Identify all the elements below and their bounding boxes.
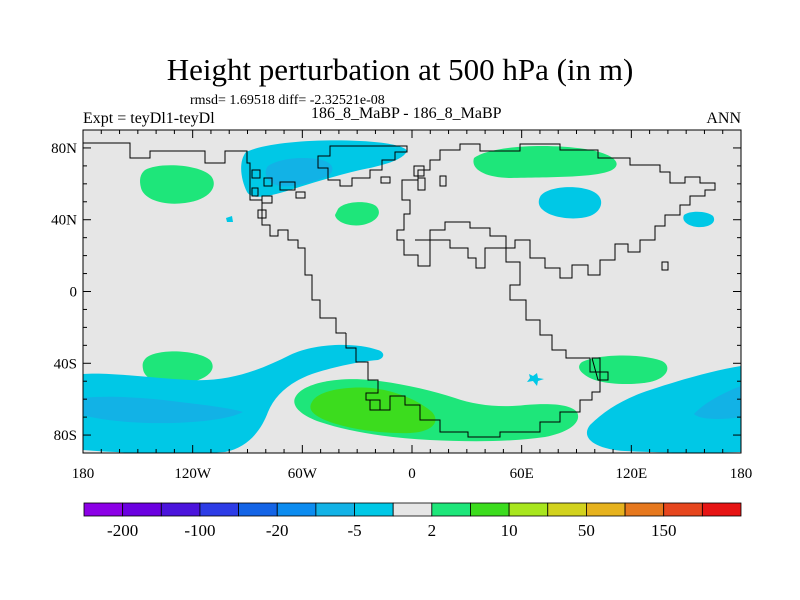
svalbard-coast (413, 165, 426, 191)
colorbar-swatch (392, 502, 433, 517)
x-tick-label: 180 (730, 466, 753, 482)
colorbar-swatch (122, 502, 162, 517)
case-label: 186_8_MaBP - 186_8_MaBP (311, 105, 502, 122)
x-tick-label: 120E (615, 466, 647, 482)
colorbar-swatch (238, 502, 278, 517)
coastlines (83, 142, 716, 438)
colorbar-swatch (663, 502, 703, 517)
colorbar-label: -5 (347, 521, 361, 540)
arctic-islands (251, 169, 306, 219)
colorbar-swatch (624, 502, 665, 517)
colorbar-label: -100 (184, 521, 215, 540)
colorbar-swatch (276, 502, 317, 517)
colorbar-swatch (586, 502, 626, 517)
colorbar: -200 -100 -20 -5 2 10 50 150 (83, 502, 742, 540)
negative-southern-ocean-east-core (694, 386, 741, 419)
stats-text: rmsd= 1.69518 diff= -2.32521e-08 (190, 93, 385, 108)
x-tick-label: 60W (288, 466, 318, 482)
colorbar-label: -200 (107, 521, 138, 540)
colorbar-label: 150 (651, 521, 677, 540)
x-tick-label: 60E (510, 466, 534, 482)
positive-south-indian (579, 355, 668, 385)
colorbar-swatch (354, 502, 394, 517)
experiment-label: Expt = teyDl1-teyDl (83, 110, 215, 127)
y-tick-label: 0 (70, 285, 78, 301)
x-tick-label: 0 (408, 466, 416, 482)
south-america-coast (345, 333, 380, 411)
y-tick-label: 80N (51, 141, 77, 157)
colorbar-swatch (701, 502, 742, 517)
y-tick-label: 40S (54, 356, 77, 372)
colorbar-label: -20 (266, 521, 289, 540)
colorbar-swatch (83, 502, 124, 517)
y-axis: 80N 40N 0 40S 80S (51, 129, 741, 454)
colorbar-swatch (508, 502, 549, 517)
season-label: ANN (706, 110, 741, 127)
eurasia-coast (396, 143, 716, 279)
positive-siberia (473, 146, 617, 178)
japan-coast (661, 261, 669, 271)
colorbar-swatch (199, 502, 239, 517)
x-tick-label: 120W (174, 466, 212, 482)
chart-title: Height perturbation at 500 hPa (in m) (166, 52, 634, 87)
colorbar-label: 50 (578, 521, 595, 540)
contour-fills (83, 140, 741, 453)
negative-north-pacific-east (683, 211, 715, 228)
x-axis: 180 120W 60W 0 60E 120E 180 (72, 130, 753, 482)
novaya-zemlya-coast (439, 175, 447, 187)
colorbar-label: 2 (428, 521, 437, 540)
iceland-coast (380, 176, 391, 184)
x-tick-label: 180 (72, 466, 95, 482)
colorbar-swatch (431, 502, 471, 517)
colorbar-swatch (547, 502, 587, 517)
positive-north-pacific (140, 165, 214, 204)
negative-southern-ocean-core (83, 396, 243, 424)
colorbar-swatch (160, 502, 201, 517)
colorbar-label: 10 (501, 521, 518, 540)
negative-southern-ocean-band (83, 344, 384, 453)
madagascar-coast (591, 357, 609, 381)
positive-south-pacific (142, 351, 213, 385)
colorbar-swatch (470, 502, 510, 517)
greenland-coast (317, 145, 408, 187)
north-america-coast (83, 142, 346, 334)
negative-tiny-pacific (226, 216, 233, 222)
negative-southern-ocean-east (586, 366, 741, 453)
y-tick-label: 80S (54, 428, 77, 444)
colorbar-swatch (315, 502, 355, 517)
y-tick-label: 40N (51, 213, 77, 229)
positive-north-atlantic (335, 202, 379, 226)
negative-east-europe (538, 187, 602, 219)
negative-south-indian-small (527, 373, 544, 386)
negative-core-arctic (265, 158, 333, 187)
